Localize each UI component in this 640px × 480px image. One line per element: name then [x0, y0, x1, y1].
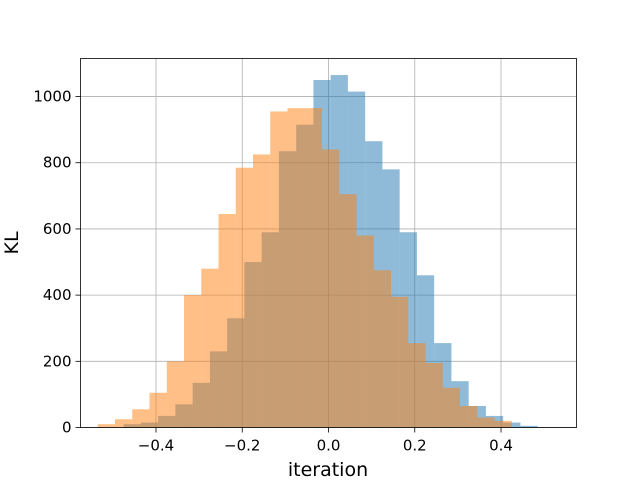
histogram-bar-s0-23 [520, 425, 538, 428]
histogram-bar-s1-6 [201, 268, 219, 428]
x-tick-label-0: −0.4 [138, 437, 174, 455]
histogram-bar-s1-0 [97, 424, 116, 428]
histogram-bar-s1-19 [425, 362, 443, 428]
histogram-bar-s1-14 [339, 194, 357, 428]
histogram-bar-s1-18 [408, 343, 426, 428]
y-tick-label-1: 200 [43, 352, 72, 370]
histogram-bar-s1-2 [132, 409, 150, 428]
histogram-bar-s1-21 [460, 405, 478, 428]
x-axis-label: iteration [288, 459, 368, 480]
y-axis-label: KL [1, 231, 23, 254]
y-tick-label-0: 0 [62, 419, 72, 437]
y-tick-label-2: 400 [43, 286, 72, 304]
histogram-bar-s1-9 [253, 154, 271, 428]
histogram-bar-s1-16 [373, 270, 392, 428]
histogram-bar-s1-4 [166, 361, 185, 428]
histogram-bar-s1-8 [235, 167, 254, 428]
axis-ticks: −0.4 −0.2 0.0 0.2 0.4 0 200 400 600 800 1000 [33, 88, 513, 455]
histogram-bar-s1-5 [184, 295, 202, 428]
histogram-bar-s1-12 [304, 108, 323, 428]
histogram-bar-s1-22 [477, 417, 495, 428]
x-tick-label-1: −0.2 [224, 437, 260, 455]
histogram-bar-s1-1 [115, 419, 133, 428]
histogram-bar-s1-13 [322, 149, 340, 428]
histogram-bar-s1-10 [270, 111, 288, 428]
histogram-bar-s1-3 [149, 392, 167, 428]
histogram-bars [97, 75, 538, 428]
y-tick-label-4: 800 [43, 154, 72, 172]
histogram-bar-s1-20 [442, 387, 461, 428]
y-tick-label-5: 1000 [33, 88, 71, 106]
x-tick-label-3: 0.2 [403, 437, 427, 455]
x-tick-label-4: 0.4 [489, 437, 513, 455]
x-tick-label-2: 0.0 [317, 437, 341, 455]
histogram-bar-s1-15 [356, 235, 374, 428]
histogram-bar-s1-7 [218, 214, 236, 428]
histogram-bar-s1-17 [391, 296, 409, 428]
histogram-bar-s1-11 [287, 108, 305, 428]
histogram-bar-s1-23 [494, 420, 512, 428]
y-tick-label-3: 600 [43, 220, 72, 238]
